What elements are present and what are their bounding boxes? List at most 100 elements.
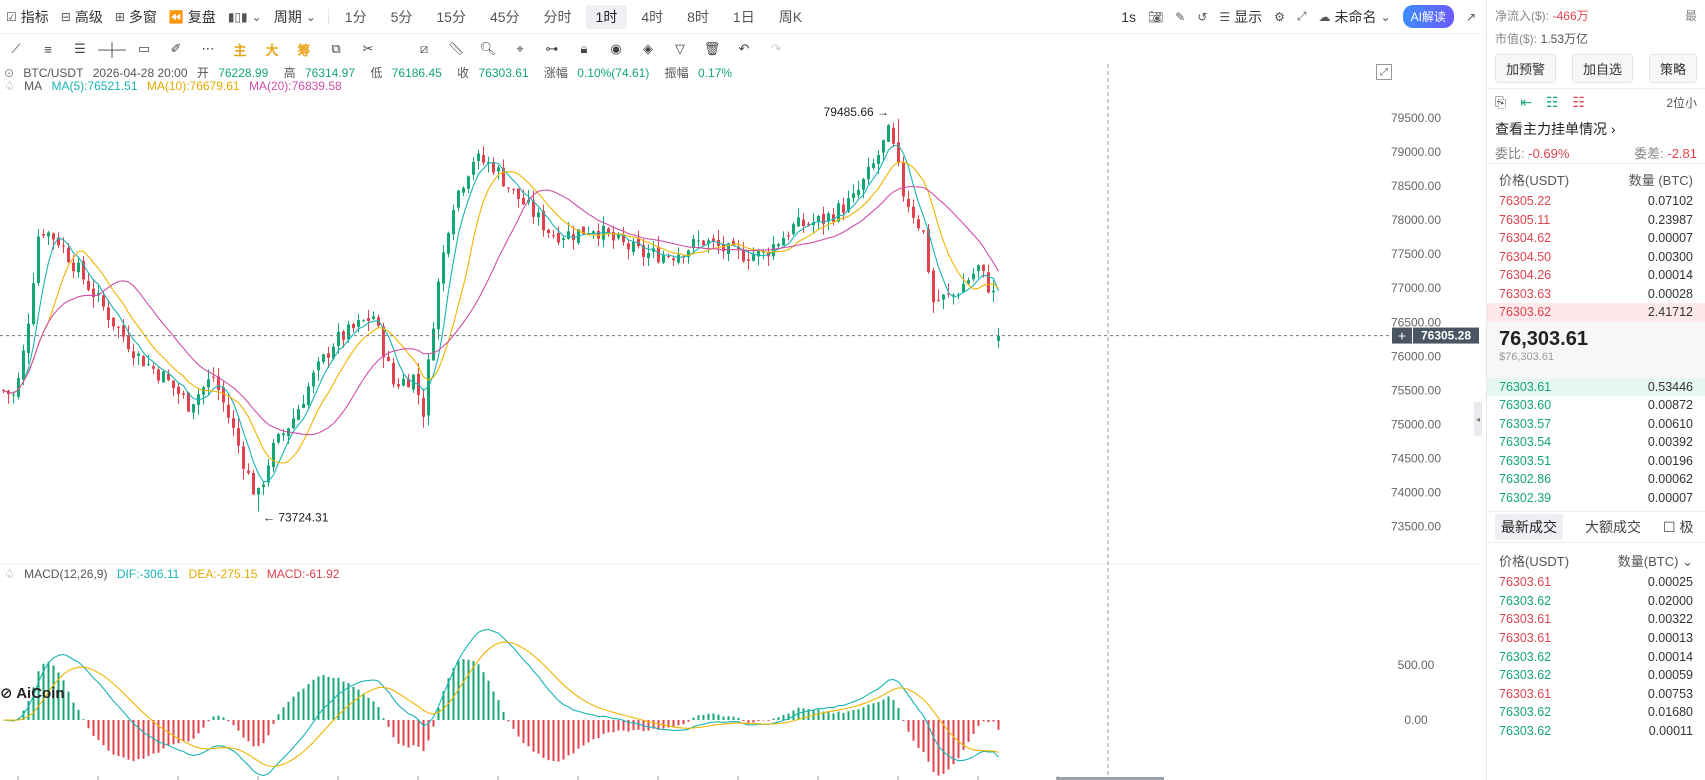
chart-area[interactable]: 79500.00 79000.00 78500.00 78000.00 77500.00… <box>0 64 1482 780</box>
filter-checkbox[interactable]: ☐ 极 <box>1663 519 1694 535</box>
candlestick-chart[interactable]: 79500.00 79000.00 78500.00 78000.00 77500.00… <box>0 64 1482 780</box>
pen-button[interactable]: ✎ <box>1169 4 1191 30</box>
candle-body <box>622 235 625 242</box>
undo-view-button[interactable]: ↺ <box>1191 4 1213 30</box>
layers-tool[interactable]: ◈ <box>632 36 664 62</box>
macd-bar <box>637 720 640 730</box>
y-tick-label: 75000.00 <box>1391 418 1441 432</box>
period-tab[interactable]: 1日 <box>732 8 755 25</box>
brush-tool[interactable]: ✐ <box>160 36 192 62</box>
orderbook-header: 价格(USDT) 数量 (BTC) <box>1499 172 1693 188</box>
chip-tool[interactable]: 筹 <box>297 42 311 58</box>
macd-bar <box>872 703 875 720</box>
book-asks-icon[interactable]: ☷ <box>1572 94 1586 110</box>
rect-tool[interactable]: ▭ <box>128 36 160 62</box>
period-tab[interactable]: 15分 <box>436 8 466 25</box>
add-alert-button[interactable]: 加预警 <box>1495 53 1557 83</box>
tab-latest-trades[interactable]: 最新成交 <box>1495 514 1563 540</box>
macd-bar <box>277 714 280 720</box>
ask-row[interactable]: 76303.62 2.41712 <box>1487 303 1705 322</box>
strategy-button[interactable]: 策略 <box>1648 53 1697 83</box>
collapse-panel-handle[interactable]: ◂ <box>1474 402 1482 436</box>
ask-row[interactable]: 76305.22 0.07102 <box>1487 192 1705 211</box>
add-watchlist-button[interactable]: 加自选 <box>1571 53 1633 83</box>
interval-select[interactable]: 1s <box>1121 8 1137 25</box>
period-tab[interactable]: 45分 <box>489 8 520 25</box>
period-tab[interactable]: 周K <box>778 8 803 25</box>
bid-row[interactable]: 76303.61 0.53446 <box>1487 377 1705 396</box>
decimals-select[interactable]: 2位小 <box>1666 96 1697 110</box>
book-both-icon[interactable]: ⎘ <box>1495 94 1507 110</box>
dots-tool[interactable]: ⋯ <box>192 36 224 62</box>
undo-tool[interactable]: ↶ <box>728 36 760 62</box>
fullscreen-button[interactable]: ⤢ <box>1291 4 1313 30</box>
ask-row[interactable]: 76304.26 0.00014 <box>1487 266 1705 285</box>
candle-body <box>357 319 360 327</box>
bid-row[interactable]: 76303.51 0.00196 <box>1487 452 1705 471</box>
indicator-button[interactable]: ☑ 指标 <box>6 8 49 25</box>
hide-tool[interactable]: ◉ <box>600 36 632 62</box>
candle-body <box>92 288 95 298</box>
signal-icon: ⧉ <box>331 41 341 56</box>
replay-button[interactable]: ⏪ 复盘 <box>168 8 216 25</box>
bid-row[interactable]: 76302.39 0.00007 <box>1487 489 1705 508</box>
period-tab[interactable]: 5分 <box>390 8 413 25</box>
macd-bar <box>312 679 315 720</box>
filter-tool[interactable]: ▽ <box>664 36 696 62</box>
magnet-tool[interactable]: ⌖ <box>504 36 536 62</box>
period-tab[interactable]: 1分 <box>344 8 367 25</box>
candle-body <box>887 125 890 142</box>
zoom-tool[interactable]: 🔍︎ <box>472 36 504 62</box>
bid-row[interactable]: 76303.54 0.00392 <box>1487 433 1705 452</box>
fib-tool[interactable]: ☰ <box>64 36 96 62</box>
refresh-icon: ↺ <box>1197 9 1208 24</box>
line-icon: ⟋ <box>11 41 21 56</box>
crop-tool[interactable]: ⧄ <box>408 36 440 62</box>
period-dropdown[interactable]: 周期 ⌄ <box>273 8 316 25</box>
camera-button[interactable]: 📷︎ <box>1142 4 1169 30</box>
bid-row[interactable]: 76303.60 0.00872 <box>1487 396 1705 415</box>
candle-type-button[interactable]: ▮▯▮ ⌄ <box>222 4 268 30</box>
display-button[interactable]: ☰ 显示 <box>1219 8 1263 25</box>
candle-body <box>47 232 50 237</box>
depth-link-row[interactable]: 查看主力挂单情况 › <box>1495 121 1616 137</box>
delete-tool[interactable]: 🗑︎ <box>696 36 728 62</box>
layout-dropdown[interactable]: ☁ 未命名 ⌄ <box>1318 8 1391 25</box>
book-bids-icon[interactable]: ☷ <box>1545 94 1559 110</box>
trend-line-tool[interactable]: ⟋ <box>0 36 32 62</box>
macd-bar <box>337 677 340 720</box>
bid-row[interactable]: 76303.57 0.00610 <box>1487 415 1705 434</box>
settings-button[interactable]: ⚙ <box>1268 4 1291 30</box>
hline-tool[interactable]: ─┼─ <box>96 36 128 62</box>
advanced-button[interactable]: ⊟ 高级 <box>60 8 103 25</box>
period-tab[interactable]: 分时 <box>543 8 572 25</box>
parallel-tool[interactable]: ≡ <box>32 36 64 62</box>
macd-bar <box>682 720 685 725</box>
big-order-tool[interactable]: 大 <box>265 42 279 58</box>
bid-row[interactable]: 76302.86 0.00062 <box>1487 470 1705 489</box>
tab-large-trades[interactable]: 大额成交 <box>1585 519 1641 535</box>
lock-tool[interactable]: 🔒︎ <box>568 36 600 62</box>
candle-body <box>912 206 915 218</box>
ai-interpret-button[interactable]: AI解读 <box>1397 4 1460 30</box>
redo-tool[interactable]: ↷ <box>760 36 792 62</box>
signal-tool[interactable]: ⧉ <box>320 36 352 62</box>
macd-bar <box>572 720 575 754</box>
marker-tool[interactable]: ✂ <box>352 36 384 62</box>
ask-row[interactable]: 76304.62 0.00007 <box>1487 229 1705 248</box>
share-button[interactable]: ↗ <box>1460 4 1482 30</box>
period-tab[interactable]: 8时 <box>687 8 709 25</box>
multi-window-button[interactable]: ⊞ 多窗 <box>114 8 157 25</box>
ask-row[interactable]: 76304.50 0.00300 <box>1487 248 1705 267</box>
fullscreen-chart-icon[interactable]: ⤢ <box>1376 64 1392 80</box>
ask-row[interactable]: 76305.11 0.23987 <box>1487 211 1705 230</box>
book-depth-icon[interactable]: ⇤ <box>1520 94 1532 110</box>
candle-body <box>797 217 800 227</box>
main-force-tool[interactable]: 主 <box>233 42 247 58</box>
period-tab[interactable]: 4时 <box>641 8 664 25</box>
period-tab[interactable]: 1时 <box>585 4 628 29</box>
ask-row[interactable]: 76303.63 0.00028 <box>1487 285 1705 304</box>
candle-body <box>787 235 790 237</box>
ruler-tool[interactable]: 📏︎ <box>440 36 472 62</box>
link-tool[interactable]: ⊶ <box>536 36 568 62</box>
